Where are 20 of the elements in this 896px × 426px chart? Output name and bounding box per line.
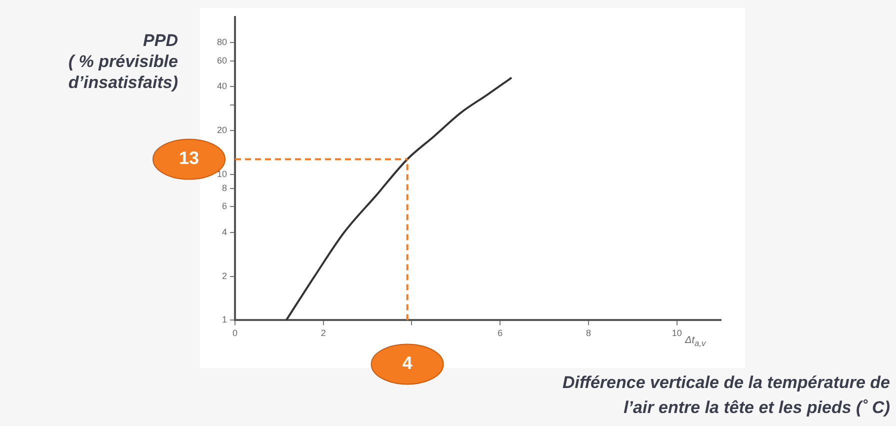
x-tick-label: 2 (320, 328, 326, 338)
x-tick-label: 6 (498, 328, 503, 338)
ref-line-label: 4 (402, 353, 412, 374)
y-axis-title: PPD ( % prévisible d’insatisfaits) (67, 30, 178, 93)
x-tick-label: 0 (232, 328, 238, 338)
y-tick-label: 1 (222, 314, 228, 325)
y-tick-label: 4 (222, 226, 228, 237)
x-axis-title: Différence verticale de la température de l’air entre la tête et les pieds (˚ C) (561, 372, 890, 419)
y-tick-label: 10 (216, 168, 228, 179)
text: Δt$_{a,v}$ (685, 335, 706, 348)
y-tick-label: 80 (216, 37, 228, 48)
y-tick-label: 2 (222, 270, 228, 281)
y-tick-label: 6 (222, 201, 228, 212)
ref-line-label: 13 (178, 148, 200, 168)
x-tick-label: 10 (672, 328, 682, 338)
x-tick-label: 8 (586, 328, 591, 338)
y-tick-label: 40 (216, 81, 228, 92)
y-tick-label: 8 (222, 182, 228, 193)
y-tick-label: 20 (216, 124, 228, 135)
y-tick-label: 60 (216, 55, 228, 66)
